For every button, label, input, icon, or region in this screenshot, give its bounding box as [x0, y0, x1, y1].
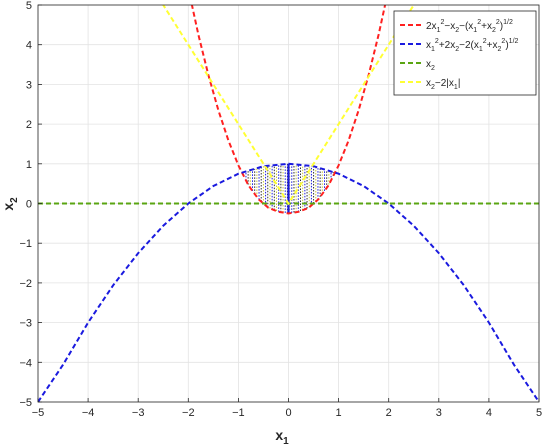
x-tick-label: −1	[232, 407, 245, 419]
x-tick-label: 0	[285, 407, 291, 419]
x-tick-label: 4	[486, 407, 492, 419]
x-tick-label: 2	[386, 407, 392, 419]
series-line-2	[38, 162, 539, 402]
x-tick-label: −2	[182, 407, 195, 419]
legend-label: x12+2x2−2(x12+x22)1/2	[426, 38, 519, 53]
y-tick-label: 4	[26, 40, 32, 52]
y-tick-label: −2	[19, 278, 32, 290]
x-tick-label: −5	[32, 407, 45, 419]
ticks: −5 −4 −3 −2 −1 0 1 2 3 4 5 −5 −4 −3 −2 −1 0 1 2 3 4 5	[19, 0, 542, 419]
y-tick-label: 0	[26, 199, 32, 211]
legend-label: 2x12−x2−(x12+x22)1/2	[426, 19, 513, 34]
series-line-4	[162, 5, 415, 206]
y-tick-label: 3	[26, 79, 32, 91]
y-tick-label: −3	[19, 318, 32, 330]
y-axis-title: x2	[0, 197, 20, 211]
y-tick-label: 2	[26, 119, 32, 131]
y-tick-label: −5	[19, 397, 32, 409]
legend-label: x2−2|x1|	[426, 78, 460, 91]
axis-titles: x1 x2	[0, 197, 289, 447]
y-tick-label: −4	[19, 357, 32, 369]
x-tick-label: 3	[436, 407, 442, 419]
legend: 2x12−x2−(x12+x22)1/2 x12+2x2−2(x12+x22)1/…	[393, 10, 537, 96]
legend-label: x2	[426, 59, 435, 72]
x-tick-label: −4	[82, 407, 95, 419]
series-group	[38, 5, 539, 402]
y-tick-label: 5	[26, 0, 32, 12]
x-tick-label: 1	[336, 407, 342, 419]
y-tick-label: 1	[26, 159, 32, 171]
x-axis-title: x1	[275, 427, 289, 447]
series-line-1	[190, 5, 387, 215]
x-tick-label: 5	[536, 407, 542, 419]
x-tick-label: −3	[132, 407, 145, 419]
y-tick-label: −1	[19, 238, 32, 250]
shaded-region	[243, 163, 334, 214]
